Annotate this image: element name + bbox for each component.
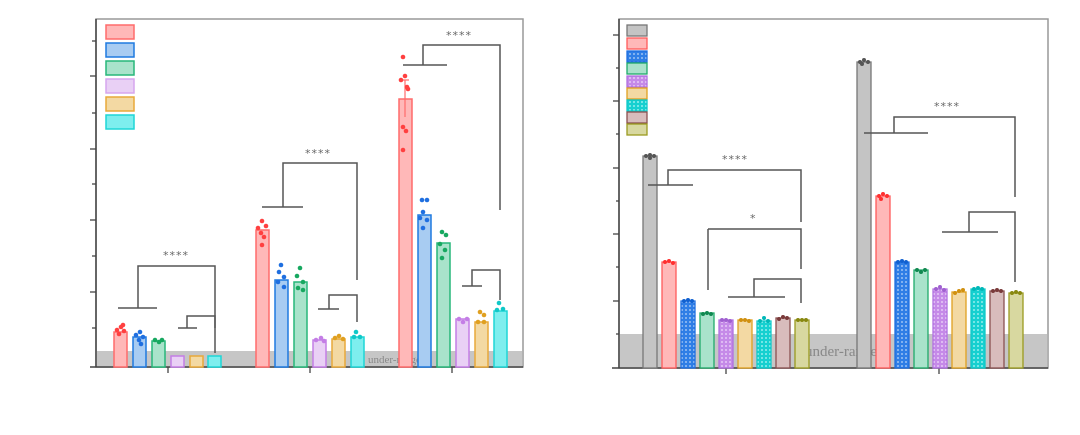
bar	[474, 321, 489, 368]
sig-label: ****	[722, 153, 748, 166]
bar	[170, 355, 185, 368]
legend-swatch	[626, 123, 648, 136]
legend-swatch	[105, 96, 135, 112]
bar	[312, 339, 327, 368]
legend-swatch	[626, 24, 648, 37]
bar	[189, 355, 204, 368]
data-points	[644, 153, 808, 323]
legend-swatch	[105, 60, 135, 76]
left-legend	[105, 24, 135, 130]
left-y-ticks	[90, 40, 96, 329]
bar	[151, 340, 166, 368]
bar	[680, 300, 696, 369]
legend-swatch	[105, 78, 135, 94]
right-y-ticks	[613, 34, 619, 335]
bar	[1008, 292, 1024, 369]
legend-swatch	[626, 75, 648, 88]
bar	[642, 155, 658, 369]
right-group-b-bars	[856, 58, 1024, 369]
bar	[455, 318, 470, 368]
legend-swatch	[626, 62, 648, 75]
bar	[436, 242, 451, 368]
bar	[894, 261, 910, 369]
sig-label: *	[750, 212, 757, 225]
left-x-ticks	[167, 367, 453, 373]
bar	[737, 319, 753, 369]
sig-label: ****	[446, 29, 472, 42]
bar	[913, 269, 929, 369]
sig-label: ****	[934, 100, 960, 113]
bar	[989, 290, 1005, 369]
bar	[970, 288, 986, 369]
legend-swatch	[626, 111, 648, 124]
left-group-3-bars	[398, 54, 508, 368]
left-chart: under-range	[90, 18, 524, 373]
bar	[775, 317, 791, 369]
right-group-a-bars	[642, 153, 810, 369]
bar	[113, 331, 128, 368]
left-group-2-bars	[255, 218, 365, 368]
bar	[493, 310, 508, 368]
bar	[293, 281, 308, 368]
legend-swatch	[105, 42, 135, 58]
bar	[718, 319, 734, 369]
sig-label: ****	[163, 249, 189, 262]
bar	[350, 336, 365, 368]
right-legend	[626, 24, 648, 136]
bar	[932, 288, 948, 369]
legend-swatch	[626, 50, 648, 63]
bar	[398, 98, 413, 368]
bar	[274, 279, 289, 368]
right-chart: under-range	[612, 18, 1049, 374]
sig-label: ****	[305, 147, 331, 160]
left-plot-frame	[95, 18, 524, 368]
bar	[951, 291, 967, 369]
left-group-1-bars	[113, 322, 222, 368]
bar	[856, 61, 872, 369]
bar	[875, 195, 891, 369]
right-sig-brackets	[648, 116, 1016, 303]
legend-swatch	[626, 87, 648, 100]
bar	[661, 261, 677, 369]
left-sig-brackets	[118, 44, 501, 353]
bar	[756, 320, 772, 369]
right-x-ticks	[725, 368, 940, 374]
left-under-range-label: under-range	[368, 354, 421, 366]
legend-swatch	[626, 99, 648, 112]
bar	[255, 229, 270, 368]
bar	[417, 214, 432, 368]
legend-swatch	[105, 114, 135, 130]
bar	[331, 338, 346, 368]
bar	[794, 319, 810, 369]
bar	[699, 312, 715, 369]
bar	[207, 355, 222, 368]
legend-swatch	[626, 37, 648, 50]
legend-swatch	[105, 24, 135, 40]
data-points	[858, 58, 1022, 295]
